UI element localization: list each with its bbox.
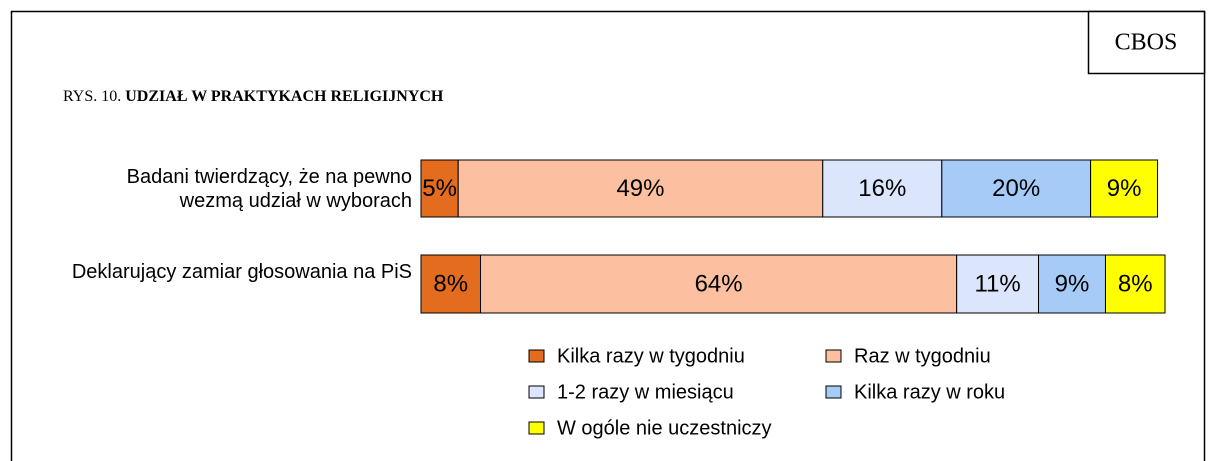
legend-label: 1-2 razy w miesiącu xyxy=(557,381,734,403)
legend-swatch xyxy=(528,349,545,363)
bar-segment xyxy=(1104,254,1166,314)
source-box xyxy=(1087,10,1206,75)
bar-segment xyxy=(420,159,459,218)
source: CBOS xyxy=(1115,30,1178,56)
legend-label: Kilka razy w roku xyxy=(854,381,1005,403)
value-label: 49% xyxy=(616,175,664,202)
value-label: 8% xyxy=(1118,270,1153,297)
legend-label: W ogóle nie uczestniczy xyxy=(557,417,772,439)
value-label: 64% xyxy=(695,270,743,297)
legend-swatch xyxy=(825,349,842,363)
value-label: 20% xyxy=(992,175,1040,202)
bar-segment xyxy=(480,254,958,314)
bar-segment xyxy=(1038,254,1106,314)
frame xyxy=(10,10,1206,461)
title-text: UDZIAŁ W PRAKTYKACH RELIGIJNYCH xyxy=(125,88,444,105)
value-label: 8% xyxy=(433,270,468,297)
category-label: Badani twierdzący, że na pewno wezmą udz… xyxy=(126,165,412,212)
legend-label: Kilka razy w tygodniu xyxy=(557,345,745,367)
value-label: 16% xyxy=(858,175,906,202)
legend-swatch xyxy=(825,385,842,399)
chart-title: RYS. 10. UDZIAŁ W PRAKTYKACH RELIGIJNYCH xyxy=(63,88,444,105)
legend-swatch xyxy=(528,385,545,399)
value-label: 9% xyxy=(1055,270,1090,297)
bar-segment xyxy=(956,254,1040,314)
value-label: 9% xyxy=(1107,175,1142,202)
category-label: Deklarujący zamiar głosowania na PiS xyxy=(71,261,412,283)
value-label: 5% xyxy=(422,175,457,202)
bar-segment xyxy=(457,159,824,218)
legend-swatch xyxy=(528,421,545,435)
value-label: 11% xyxy=(974,270,1020,297)
figure-label: RYS. 10. xyxy=(63,88,121,105)
bar-segment xyxy=(1090,159,1159,218)
legend-label: Raz w tygodniu xyxy=(854,345,991,367)
